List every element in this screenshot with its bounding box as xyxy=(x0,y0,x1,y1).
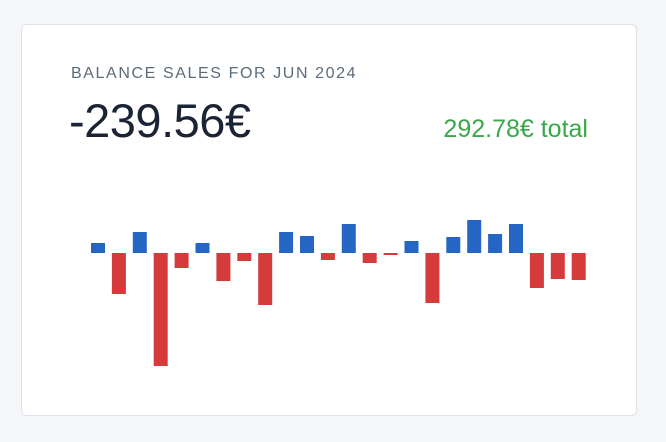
bar-day-17 xyxy=(425,253,440,303)
bar-day-4 xyxy=(153,253,168,366)
bar-day-11 xyxy=(300,236,314,253)
bar-day-13 xyxy=(341,224,356,253)
bar-day-24 xyxy=(571,253,586,280)
bar-day-22 xyxy=(529,253,544,288)
balance-amount: -239.56€ xyxy=(69,94,251,147)
bar-day-16 xyxy=(404,241,419,253)
total-label: 292.78€ total xyxy=(443,115,588,143)
bar-day-23 xyxy=(550,253,565,279)
bar-day-6 xyxy=(195,243,210,253)
bar-day-3 xyxy=(132,232,147,253)
bar-day-20 xyxy=(488,234,503,253)
bar-day-14 xyxy=(362,253,377,263)
bar-day-18 xyxy=(446,237,461,253)
bar-day-12 xyxy=(320,253,335,260)
bar-day-9 xyxy=(258,253,273,305)
card-title: BALANCE SALES FOR JUN 2024 xyxy=(71,65,358,82)
bar-day-15 xyxy=(383,253,398,255)
bar-day-1 xyxy=(91,243,105,253)
balance-sales-card: BALANCE SALES FOR JUN 2024 -239.56€ 292.… xyxy=(21,24,637,416)
bar-day-7 xyxy=(216,253,231,281)
bar-day-19 xyxy=(467,220,482,253)
bar-day-5 xyxy=(174,253,189,268)
daily-balance-bar-chart xyxy=(91,220,586,366)
bar-day-10 xyxy=(279,232,294,253)
bar-day-8 xyxy=(237,253,252,261)
bar-day-21 xyxy=(509,224,523,253)
bar-day-2 xyxy=(111,253,126,294)
